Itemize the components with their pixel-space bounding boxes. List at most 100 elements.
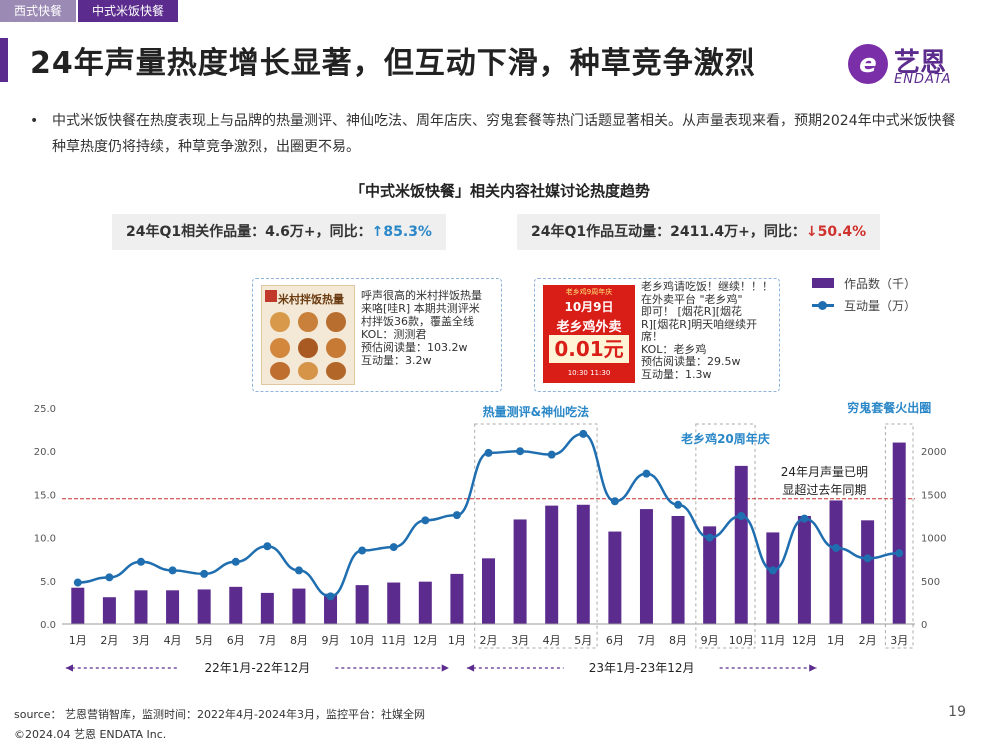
x-tick-label: 6月 [227, 634, 245, 647]
interaction-point [452, 511, 461, 520]
thumb-logo-icon [265, 290, 277, 302]
tab-western-fastfood[interactable]: 西式快餐 [0, 0, 77, 22]
legend-bar-label: 作品数（千） [844, 276, 917, 291]
x-tick-label: 4月 [543, 634, 561, 647]
interaction-point [231, 557, 240, 566]
interaction-point [863, 554, 872, 563]
interaction-point [294, 566, 303, 575]
annotation-budget-combo: 穷鬼套餐火出圈 [847, 400, 931, 415]
legend-line-label: 互动量（万） [844, 298, 917, 313]
bar [197, 589, 211, 624]
kpi-label: 24年Q1作品互动量：2411.4万+，同比： [531, 224, 806, 240]
bar [355, 585, 369, 624]
title-accent-bar [0, 38, 8, 82]
bar [734, 465, 748, 624]
bullet-dot-icon: • [30, 113, 39, 129]
thumb-main: 老乡鸡外卖 [556, 320, 622, 335]
highlight-box [695, 423, 756, 649]
x-tick-label: 9月 [701, 634, 719, 647]
caption-line: KOL：测测君 [361, 328, 427, 341]
interaction-point [768, 566, 777, 575]
caption-line: 预估阅读量：103.2w [361, 341, 468, 354]
bar [608, 531, 622, 624]
interaction-point [610, 497, 619, 506]
x-tick-label: 3月 [511, 634, 529, 647]
x-tick-label: 12月 [792, 634, 817, 647]
x-tick-label: 4月 [164, 634, 182, 647]
caption-line: KOL：老乡鸡 [641, 342, 707, 356]
interaction-point [579, 429, 588, 438]
interaction-point [484, 448, 493, 457]
interaction-point [263, 542, 272, 551]
bar [513, 519, 527, 624]
x-tick-label: 12月 [413, 634, 438, 647]
x-tick-label: 2月 [480, 634, 498, 647]
x-tick-label: 10月 [350, 634, 375, 647]
kol-card-laoxiangji: 老乡鸡9周年庆 10月9日 老乡鸡外卖 0.01元 10:30 11:30 老乡… [534, 278, 780, 392]
kpi-change-down: ↓50.4% [805, 224, 867, 240]
interaction-point [136, 557, 145, 566]
x-tick-label: 9月 [322, 634, 340, 647]
logo-en-text: ENDATA [894, 72, 952, 87]
logo-mark-icon: e [848, 44, 888, 84]
dish-icon [270, 338, 290, 358]
dish-icon [298, 338, 318, 358]
legend-bar-swatch [812, 278, 834, 288]
bar [797, 516, 811, 624]
interaction-point [200, 569, 209, 578]
x-tick-label: 11月 [381, 634, 406, 647]
interaction-point [642, 469, 651, 478]
logo-cn-text: 艺恩 [894, 48, 947, 78]
x-tick-label: 2月 [859, 634, 877, 647]
highlight-box [474, 423, 598, 649]
thumb-top: 老乡鸡9周年庆 [565, 288, 613, 296]
interaction-point [358, 546, 367, 555]
caption-line: 村拌饭36款，覆盖全线 [361, 315, 474, 328]
caption-line: 即可！ [烟花R][烟花 [641, 305, 743, 318]
period-2023-label: 23年1月-23年12月 [589, 661, 695, 675]
x-tick-label: 8月 [290, 634, 308, 647]
y-left-tick-label: 5.0 [40, 577, 56, 588]
interaction-point [421, 516, 430, 525]
summary-bullet: • 中式米饭快餐在热度表现上与品牌的热量测评、神仙吃法、周年店庆、穷鬼套餐等热门… [30, 108, 960, 160]
caption-line: 老乡鸡请吃饭！继续！！！ [641, 280, 773, 293]
x-tick-label: 10月 [729, 634, 754, 647]
bar [260, 592, 274, 624]
annotation-note-line2: 显超过去年同期 [782, 482, 866, 497]
copyright: ©2024.04 艺恩 ENDATA Inc. [14, 728, 167, 741]
chart-title: 「中式米饭快餐」相关内容社媒讨论热度趋势 [349, 182, 650, 200]
annotation-anniversary: 老乡鸡20周年庆 [681, 431, 770, 446]
bar [387, 582, 401, 624]
bar [324, 593, 338, 624]
x-tick-label: 7月 [637, 634, 655, 647]
bar [102, 597, 116, 624]
x-tick-label: 1月 [69, 634, 87, 647]
y-left-tick-label: 15.0 [34, 490, 56, 501]
bar [829, 500, 843, 624]
bar [671, 516, 685, 624]
x-tick-label: 3月 [132, 634, 150, 647]
interaction-point [547, 450, 556, 459]
caption-line: 席！ [641, 330, 663, 343]
interaction-point [737, 512, 746, 520]
interaction-point [800, 514, 809, 523]
dish-icon [326, 312, 346, 332]
legend-item-bar: 作品数（千） [812, 272, 916, 294]
highlight-box [884, 423, 914, 649]
kpi-interaction-volume: 24年Q1作品互动量：2411.4万+，同比：↓50.4% [517, 214, 881, 250]
bar [418, 581, 432, 624]
interaction-point [326, 592, 335, 601]
x-tick-label: 5月 [574, 634, 592, 647]
summary-text: 中式米饭快餐在热度表现上与品牌的热量测评、神仙吃法、周年店庆、穷鬼套餐等热门话题… [52, 113, 956, 155]
tab-chinese-rice-fastfood[interactable]: 中式米饭快餐 [78, 0, 179, 22]
x-tick-label: 6月 [606, 634, 624, 647]
category-tabs: 西式快餐 中式米饭快餐 [0, 0, 179, 22]
interaction-point [389, 543, 398, 552]
caption-line: 预估阅读量：29.5w [641, 355, 741, 368]
y-left-tick-label: 20.0 [34, 447, 56, 458]
page-number: 19 [948, 704, 966, 720]
interaction-point [832, 543, 841, 552]
dish-icon [270, 312, 290, 332]
caption-line: 在外卖平台 "老乡鸡" [641, 292, 743, 306]
y-right-tick-label: 2000 [921, 447, 946, 458]
